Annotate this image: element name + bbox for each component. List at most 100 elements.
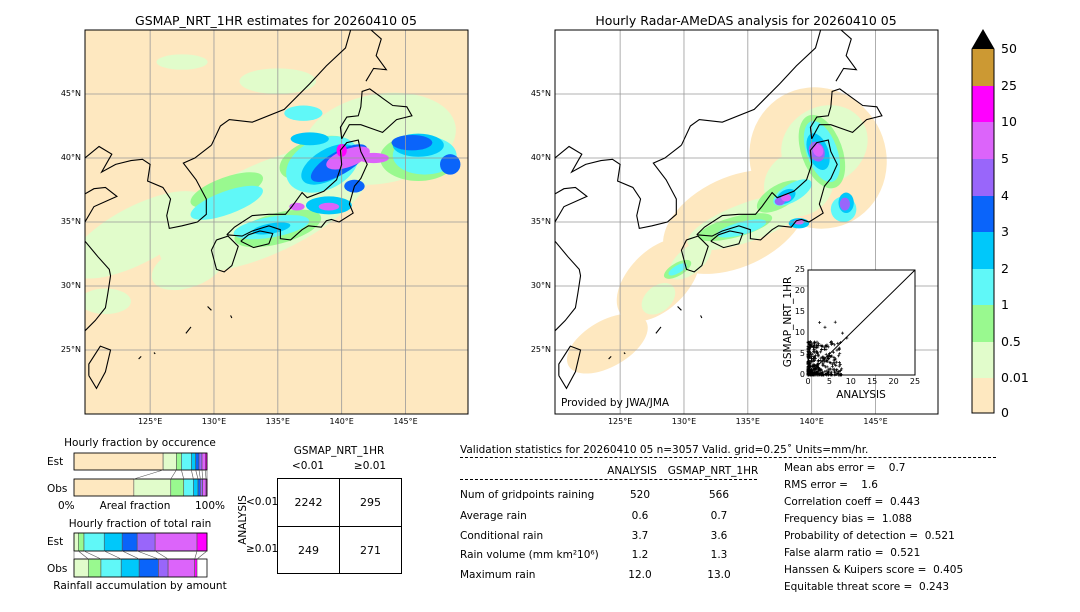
scatter-point <box>806 369 810 373</box>
score-line: RMS error = 1.6 <box>784 479 878 491</box>
scatter-point <box>816 359 820 363</box>
rain-obs-label: Obs <box>47 563 68 575</box>
bar-connector <box>195 469 199 480</box>
lat-tick-label: 40°N <box>530 153 551 162</box>
scatter-point <box>806 354 810 358</box>
colorbar-label: 10 <box>1001 114 1017 129</box>
rain-area <box>781 193 792 202</box>
scatter-point <box>839 340 843 344</box>
cell-hit: 271 <box>360 543 381 557</box>
cell-hit-none: 2242 <box>294 496 323 509</box>
scatter-point <box>816 344 820 348</box>
colorbar-bin <box>972 378 994 413</box>
map-frame <box>554 29 939 415</box>
scatter-point <box>813 355 817 359</box>
coastline <box>88 345 112 390</box>
occurrence-obs-bar-frame <box>73 478 208 497</box>
coastline <box>153 352 156 355</box>
stat-label: Conditional rain <box>460 530 544 542</box>
coastline <box>710 230 744 249</box>
scatter-point <box>815 365 819 369</box>
score-line: Equitable threat score = 0.243 <box>784 581 950 593</box>
scatter-point <box>815 349 819 353</box>
scatter-point <box>821 355 825 359</box>
bar-connector <box>196 550 208 560</box>
occurrence-est-bar <box>198 452 203 471</box>
rain-area <box>641 283 676 315</box>
occurrence-est-bar <box>201 452 206 471</box>
contingency-col-title: GSMAP_NRT_1HR <box>293 445 385 457</box>
scatter-point <box>834 357 838 361</box>
rain-obs-bar <box>100 558 122 578</box>
scatter-point <box>825 343 829 347</box>
score-line: Frequency bias = 1.088 <box>784 513 912 525</box>
scatter-point <box>829 361 833 365</box>
scatter-point <box>822 358 826 362</box>
lat-tick-label: 25°N <box>60 345 81 354</box>
scatter-point <box>840 367 844 371</box>
scatter-point <box>808 340 812 344</box>
colorbar-frame <box>971 29 995 414</box>
map-frame <box>84 29 469 415</box>
stat-gsmap-value: 1.3 <box>710 549 728 561</box>
rain-est-bar <box>121 532 138 552</box>
bar-connector <box>205 469 207 480</box>
rain-est-bar <box>83 532 105 552</box>
scatter-point <box>835 348 839 352</box>
lon-tick-label: 135°E <box>265 417 290 426</box>
scatter-xlabel: ANALYSIS <box>836 389 886 401</box>
scatter-point <box>827 353 831 357</box>
rain-field <box>85 30 468 414</box>
scatter-point <box>831 367 835 371</box>
colorbar-bin <box>972 49 994 86</box>
stat-analysis-value: 0.6 <box>631 510 649 522</box>
coastline <box>700 315 703 319</box>
scatter-point <box>813 341 817 345</box>
left-map-title: GSMAP_NRT_1HR estimates for 20260410 05 <box>135 13 417 28</box>
scatter-point <box>834 369 838 373</box>
lon-tick-label: 130°E <box>671 417 697 426</box>
scatter-point <box>816 351 820 355</box>
occurrence-est-bar-frame <box>73 452 208 471</box>
contingency-col-label: <0.01 <box>291 460 325 472</box>
contingency-row-label: <0.01 <box>246 496 279 508</box>
coastline <box>85 186 118 223</box>
lat-tick-label: 25°N <box>530 345 551 354</box>
scatter-point <box>837 347 841 351</box>
scatter-plot <box>806 269 916 377</box>
scatter-point <box>816 354 820 358</box>
stats-divider <box>460 457 996 458</box>
rain-area <box>190 185 263 220</box>
scatter-point <box>807 342 811 346</box>
coastline <box>230 315 233 319</box>
colorbar-label: 0.01 <box>1001 370 1029 385</box>
cell-miss: 249 <box>298 543 319 557</box>
lat-tick-label: 45°N <box>530 89 551 98</box>
one-to-one-line <box>807 269 916 376</box>
scatter-point <box>810 358 814 362</box>
occurrence-obs-bar <box>133 478 172 497</box>
rain-est-bar <box>78 532 85 552</box>
rain-area <box>290 132 329 146</box>
occurrence-est-bar <box>191 452 196 471</box>
scatter-point <box>827 372 831 376</box>
rain-est-bar <box>154 532 198 552</box>
rain-est-bar <box>103 532 123 552</box>
scatter-point <box>823 325 827 329</box>
scatter-point <box>817 342 821 346</box>
occurrence-obs-bar <box>73 478 135 497</box>
rain-area <box>812 144 824 157</box>
stat-label: Maximum rain <box>460 569 536 581</box>
scatter-point <box>839 373 843 377</box>
scatter-point <box>837 364 841 368</box>
bar-connector <box>201 469 203 480</box>
scatter-point <box>819 350 823 354</box>
scatter-point <box>818 372 822 376</box>
scatter-point <box>806 362 810 366</box>
scatter-point <box>814 354 818 358</box>
stats-col-header: GSMAP_NRT_1HR <box>667 465 759 477</box>
scatter-point <box>810 352 814 356</box>
scatter-point <box>807 367 811 371</box>
colorbar-label: 25 <box>1001 78 1017 93</box>
stat-label: Rain volume (mm km²10⁶) <box>460 549 599 561</box>
